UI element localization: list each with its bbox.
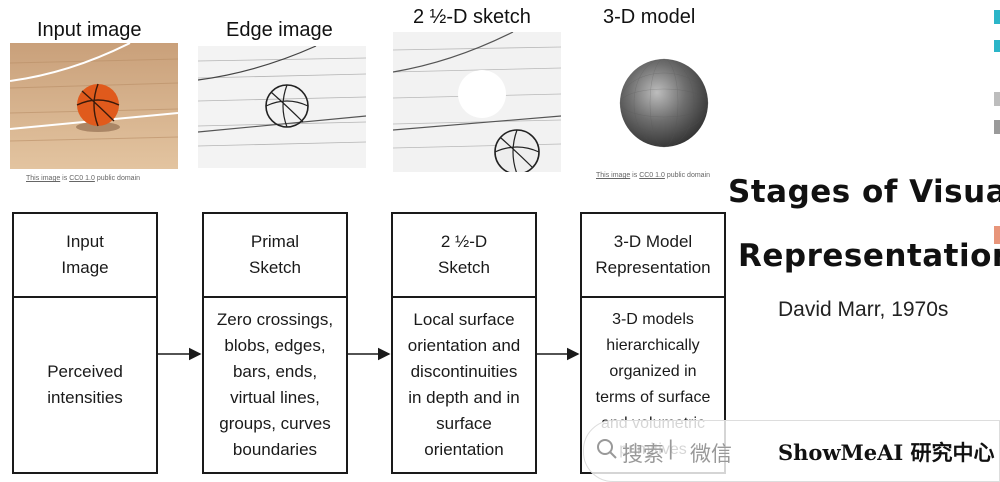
watermark-search-label: 搜索 bbox=[622, 443, 664, 466]
edge-decoration bbox=[994, 226, 1000, 244]
edge-decoration bbox=[994, 120, 1000, 134]
watermark-wechat-label: 微信 bbox=[690, 443, 732, 466]
sketch-image-title: 2 ½-D sketch bbox=[413, 6, 531, 28]
slide-title-line2: Representation bbox=[738, 238, 1000, 274]
slide-title-line1: Stages of Visual bbox=[728, 174, 1000, 210]
credit-link[interactable]: This image bbox=[26, 175, 61, 182]
sketch-image-thumbnail bbox=[393, 32, 561, 172]
input-image-credit: This image is CC0 1.0 public domain bbox=[26, 175, 140, 182]
model-image-title: 3-D model bbox=[603, 6, 696, 28]
stage-description: Zero crossings, blobs, edges, bars, ends… bbox=[216, 310, 334, 459]
search-icon bbox=[597, 439, 617, 459]
stage-heading: 2 ½-D Sketch bbox=[393, 214, 535, 298]
input-image-title: Input image bbox=[37, 19, 142, 41]
stage-heading: Primal Sketch bbox=[204, 214, 346, 298]
stage-description: Perceived intensities bbox=[47, 362, 123, 407]
edge-image-title: Edge image bbox=[226, 19, 333, 41]
credit-text: is bbox=[60, 175, 70, 182]
stage-heading: 3-D Model Representation bbox=[582, 214, 724, 298]
edge-decoration bbox=[994, 40, 1000, 52]
credit-text: public domain bbox=[664, 172, 711, 179]
watermark-divider: | bbox=[668, 437, 674, 460]
credit-link[interactable]: This image bbox=[596, 172, 631, 179]
credit-text: is bbox=[630, 172, 640, 179]
input-image-thumbnail bbox=[10, 43, 178, 169]
author-credit: David Marr, 1970s bbox=[778, 298, 949, 321]
edge-decoration bbox=[994, 10, 1000, 24]
stage-description: Local surface orientation and discontinu… bbox=[407, 310, 521, 459]
credit-text: public domain bbox=[94, 175, 141, 182]
edge-image-thumbnail bbox=[198, 46, 366, 168]
watermark-brand: ShowMeAI 研究中心 bbox=[778, 440, 995, 465]
stage-box-2half-d-sketch: 2 ½-D Sketch Local surface orientation a… bbox=[391, 212, 537, 474]
stage-heading: Input Image bbox=[14, 214, 156, 298]
model-image-thumbnail bbox=[590, 40, 732, 168]
license-link[interactable]: CC0 1.0 bbox=[69, 175, 95, 182]
edge-decoration bbox=[994, 92, 1000, 106]
license-link[interactable]: CC0 1.0 bbox=[639, 172, 665, 179]
model-image-credit: This image is CC0 1.0 public domain bbox=[596, 172, 710, 179]
stage-box-primal-sketch: Primal Sketch Zero crossings, blobs, edg… bbox=[202, 212, 348, 474]
stage-box-input-image: Input Image Perceived intensities bbox=[12, 212, 158, 474]
